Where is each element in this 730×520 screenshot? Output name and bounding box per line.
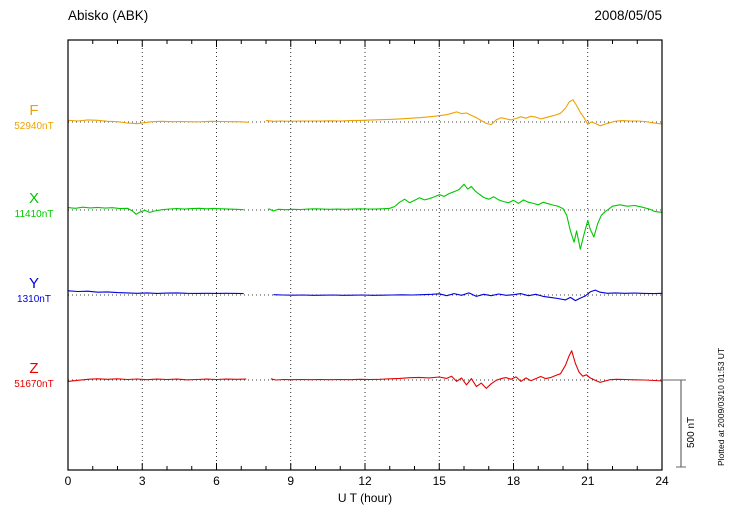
scale-bar-label: 500 nT	[686, 416, 697, 448]
series-label-F: F 52940nT	[4, 103, 64, 133]
x-tick-label-12: 12	[358, 474, 372, 488]
trace-Z-seg0	[67, 378, 247, 382]
x-tick-label-9: 9	[287, 474, 295, 488]
x-tick-label-15: 15	[432, 474, 446, 488]
x-tick-label-21: 21	[581, 474, 595, 488]
component-baseline-F: 52940nT	[14, 121, 54, 132]
trace-Y-seg0	[67, 290, 244, 295]
station-title: Abisko (ABK)	[68, 8, 149, 23]
component-baseline-X: 11410nT	[14, 209, 54, 220]
component-letter-Z: Z	[29, 360, 39, 377]
x-axis-label: U T (hour)	[337, 491, 393, 505]
trace-F-seg0	[67, 119, 249, 125]
x-tick-label-0: 0	[64, 474, 72, 488]
trace-Y-seg1	[273, 289, 663, 302]
plot-date: 2008/05/05	[594, 8, 662, 23]
x-tick-label-24: 24	[655, 474, 669, 488]
x-tick-label-6: 6	[213, 474, 220, 488]
plotted-at-note: Plotted at 2009/03/10 01:53 UT	[716, 347, 726, 466]
trace-X-seg1	[268, 183, 663, 250]
component-letter-Y: Y	[28, 275, 39, 292]
series-label-Y: Y 1310nT	[4, 276, 64, 306]
component-baseline-Y: 1310nT	[17, 294, 51, 305]
series-label-Z: Z 51670nT	[4, 361, 64, 391]
component-letter-F: F	[29, 102, 39, 119]
component-letter-X: X	[28, 190, 39, 207]
x-tick-label-18: 18	[506, 474, 521, 488]
trace-Z-seg1	[270, 350, 663, 389]
component-baseline-Z: 51670nT	[14, 379, 54, 390]
x-tick-label-3: 3	[138, 474, 146, 488]
trace-F-seg1	[265, 99, 663, 127]
series-label-X: X 11410nT	[4, 191, 64, 221]
trace-X-seg0	[67, 206, 244, 215]
